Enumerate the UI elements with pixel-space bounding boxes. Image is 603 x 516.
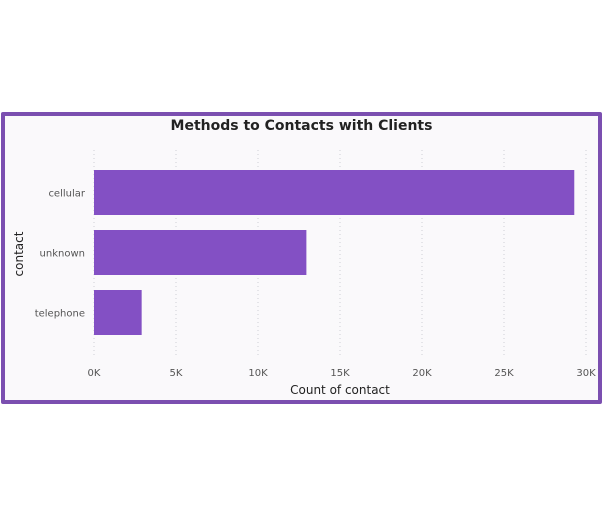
category-label-telephone: telephone [35, 309, 85, 320]
x-tick-label: 10K [248, 368, 268, 379]
chart-title: Methods to Contacts with Clients [170, 118, 433, 134]
x-tick-label: 20K [412, 368, 432, 379]
bar-telephone[interactable] [94, 290, 142, 335]
y-axis-title: contact [12, 231, 26, 276]
category-labels: cellular unknown telephone [35, 189, 86, 320]
bar-cellular[interactable] [94, 170, 575, 215]
x-axis-title: Count of contact [290, 383, 390, 397]
x-tick-label: 25K [494, 368, 514, 379]
bar-unknown[interactable] [94, 230, 307, 275]
x-tick-labels: 0K 5K 10K 15K 20K 25K 30K [88, 368, 597, 379]
x-tick-label: 30K [576, 368, 596, 379]
bars [94, 170, 575, 335]
category-label-unknown: unknown [40, 249, 85, 260]
x-tick-label: 15K [330, 368, 350, 379]
x-tick-label: 0K [88, 368, 101, 379]
x-tick-label: 5K [170, 368, 183, 379]
category-label-cellular: cellular [48, 189, 85, 200]
